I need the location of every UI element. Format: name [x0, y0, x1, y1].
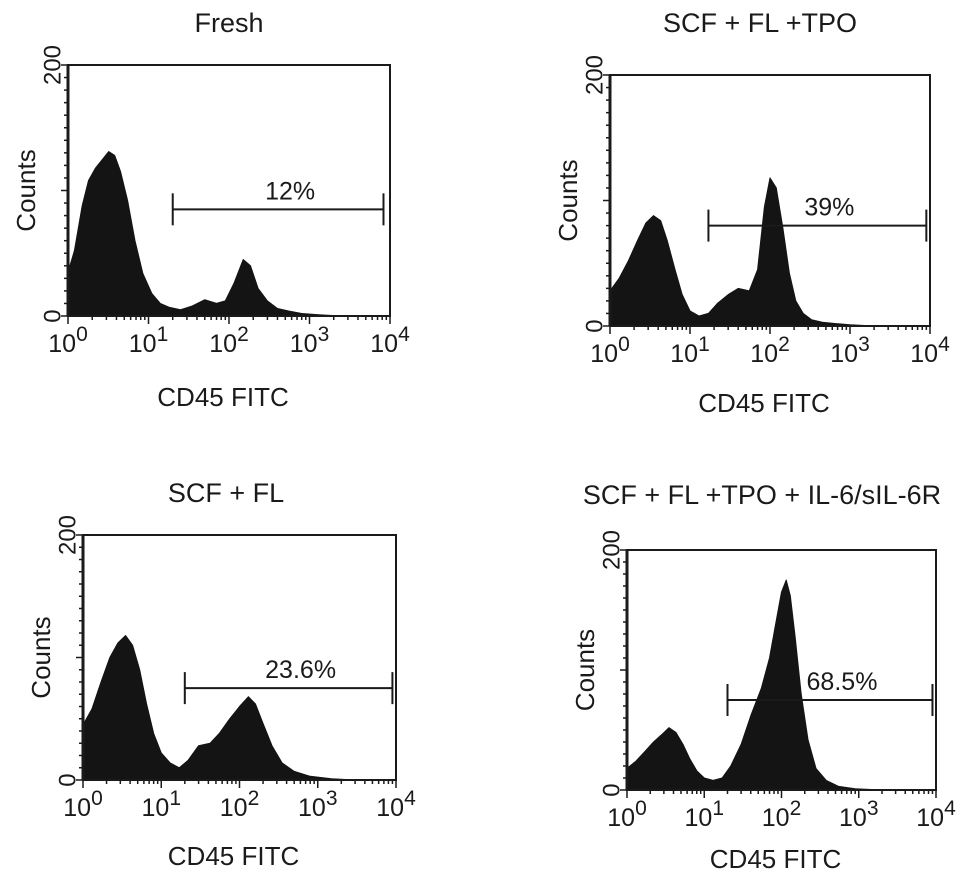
x-tick-label: 101: [670, 333, 710, 368]
x-tick-exponent: 4: [944, 797, 956, 820]
histogram-area: [609, 177, 931, 327]
histogram-area: [82, 635, 397, 781]
x-tick-base: 10: [910, 340, 938, 368]
chart-title: SCF + FL +TPO + IL-6/sIL-6R: [583, 480, 941, 510]
x-tick-exponent: 4: [938, 333, 950, 356]
x-tick-exponent: 1: [712, 797, 724, 820]
x-tick-label: 100: [590, 333, 630, 368]
x-tick-base: 10: [129, 330, 157, 358]
x-tick-exponent: 3: [867, 797, 879, 820]
gate-percent-label: 68.5%: [807, 668, 878, 696]
chart-title: SCF + FL +TPO: [663, 8, 857, 38]
x-tick-exponent: 1: [157, 323, 169, 346]
x-tick-label: 101: [129, 323, 169, 358]
x-tick-label: 102: [220, 787, 260, 822]
chart-panel-4: SCF + FL +TPO + IL-6/sIL-6R0200Counts100…: [570, 480, 956, 874]
x-tick-base: 10: [830, 340, 858, 368]
x-axis-label: CD45 FITC: [710, 844, 841, 874]
x-tick-base: 10: [685, 804, 713, 832]
x-tick-exponent: 2: [248, 787, 260, 810]
x-tick-base: 10: [63, 794, 91, 822]
x-tick-exponent: 2: [237, 323, 249, 346]
y-axis-label: Counts: [26, 616, 56, 698]
x-tick-label: 104: [376, 787, 416, 822]
chart-title: SCF + FL: [168, 478, 284, 508]
y-axis-label: Counts: [11, 149, 41, 231]
x-tick-label: 104: [916, 797, 956, 832]
y-tick-label: 200: [39, 45, 66, 85]
x-tick-label: 100: [607, 797, 647, 832]
x-tick-exponent: 3: [326, 787, 338, 810]
x-tick-base: 10: [209, 330, 237, 358]
y-tick-label: 0: [598, 783, 625, 796]
x-tick-label: 102: [762, 797, 802, 832]
x-axis-label: CD45 FITC: [698, 388, 829, 418]
x-tick-exponent: 0: [76, 323, 88, 346]
x-tick-exponent: 1: [698, 333, 710, 356]
histogram-area: [67, 151, 391, 317]
y-tick-label: 200: [598, 530, 625, 570]
x-tick-exponent: 2: [778, 333, 790, 356]
x-tick-base: 10: [839, 804, 867, 832]
x-tick-base: 10: [142, 794, 170, 822]
x-tick-exponent: 0: [91, 787, 103, 810]
x-tick-exponent: 2: [790, 797, 802, 820]
y-tick-label: 0: [581, 319, 608, 332]
x-tick-base: 10: [376, 794, 404, 822]
gate-percent-label: 12%: [265, 177, 315, 205]
x-tick-exponent: 1: [169, 787, 181, 810]
x-tick-label: 103: [839, 797, 879, 832]
x-tick-exponent: 0: [618, 333, 630, 356]
y-tick-label: 200: [581, 55, 608, 95]
x-tick-base: 10: [607, 804, 635, 832]
y-tick-label: 200: [54, 515, 81, 555]
x-tick-exponent: 3: [858, 333, 870, 356]
x-tick-label: 101: [685, 797, 725, 832]
x-axis-label: CD45 FITC: [157, 382, 288, 412]
x-tick-label: 103: [290, 323, 330, 358]
x-tick-label: 104: [910, 333, 950, 368]
x-tick-label: 101: [142, 787, 182, 822]
x-tick-base: 10: [590, 340, 618, 368]
x-tick-base: 10: [290, 330, 318, 358]
x-tick-base: 10: [762, 804, 790, 832]
x-tick-label: 100: [48, 323, 88, 358]
x-tick-exponent: 4: [404, 787, 416, 810]
x-tick-base: 10: [670, 340, 698, 368]
gate-percent-label: 39%: [804, 194, 854, 222]
x-tick-label: 103: [298, 787, 338, 822]
y-axis-label: Counts: [570, 629, 600, 711]
x-tick-exponent: 4: [398, 323, 410, 346]
y-tick-label: 0: [54, 773, 81, 786]
x-axis-label: CD45 FITC: [168, 841, 299, 871]
chart-title: Fresh: [194, 8, 263, 38]
x-tick-base: 10: [916, 804, 944, 832]
gate-percent-label: 23.6%: [265, 656, 336, 684]
y-tick-label: 0: [39, 309, 66, 322]
x-tick-base: 10: [298, 794, 326, 822]
x-tick-label: 102: [750, 333, 790, 368]
x-tick-exponent: 3: [318, 323, 330, 346]
x-tick-base: 10: [220, 794, 248, 822]
x-tick-label: 100: [63, 787, 103, 822]
x-tick-base: 10: [370, 330, 398, 358]
x-tick-label: 104: [370, 323, 410, 358]
x-tick-label: 103: [830, 333, 870, 368]
x-tick-base: 10: [750, 340, 778, 368]
x-tick-label: 102: [209, 323, 249, 358]
x-tick-exponent: 0: [635, 797, 647, 820]
histogram-area: [626, 579, 937, 791]
x-tick-base: 10: [48, 330, 76, 358]
y-axis-label: Counts: [553, 159, 583, 241]
